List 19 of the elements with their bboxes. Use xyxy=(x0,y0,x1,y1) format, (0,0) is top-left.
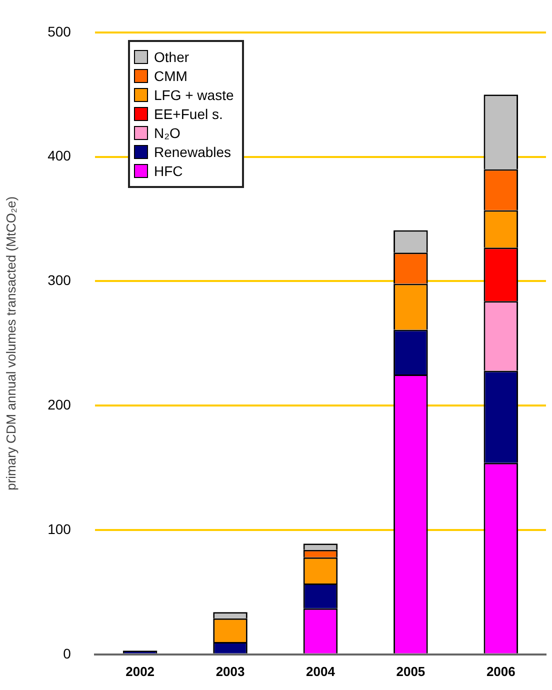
y-tick-label: 100 xyxy=(48,520,72,537)
y-tick-label: 400 xyxy=(48,148,72,164)
y-tick-label: 300 xyxy=(48,272,72,288)
x-tick-label: 2002 xyxy=(126,664,155,679)
y-tick-label: 0 xyxy=(63,645,72,662)
y-tick-label: 500 xyxy=(48,23,72,40)
legend-label: CMM xyxy=(154,68,188,84)
x-tick-label: 2004 xyxy=(306,664,336,679)
x-tick-label: 2006 xyxy=(486,664,516,679)
legend-label: LFG + waste xyxy=(154,87,234,103)
legend-label: HFC xyxy=(154,163,183,179)
legend-label: N₂O xyxy=(154,125,180,141)
y-tick-label: 200 xyxy=(48,396,72,412)
legend-label: Other xyxy=(154,49,190,65)
legend-label: EE+Fuel s. xyxy=(154,106,223,122)
legend-label: Renewables xyxy=(154,144,232,160)
x-tick-label: 2003 xyxy=(216,664,245,679)
x-tick-label: 2005 xyxy=(396,664,426,679)
y-axis-title: primary CDM annual volumes transacted (MtCO₂e) xyxy=(3,196,18,490)
